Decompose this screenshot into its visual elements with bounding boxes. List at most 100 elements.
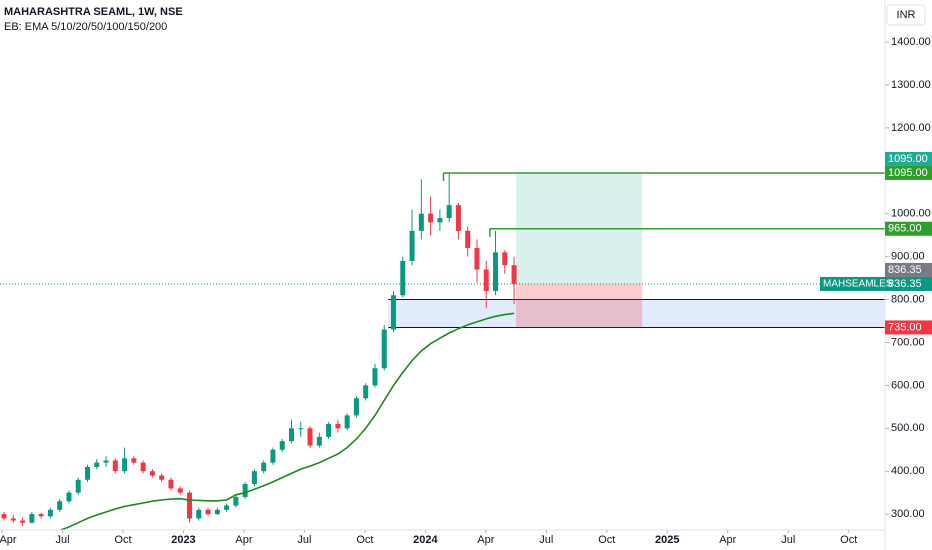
currency[interactable]: INR: [897, 9, 916, 21]
entry-label: 836.35: [888, 264, 922, 276]
x-tick-label: 2023: [171, 534, 195, 546]
candle-body: [224, 505, 230, 510]
candle-body: [363, 385, 369, 399]
y-tick-label: 900.00: [891, 251, 925, 263]
last-price-label-box: [885, 276, 932, 291]
candle-body: [112, 460, 118, 472]
currency-box[interactable]: [886, 4, 926, 26]
candle-body: [66, 492, 72, 502]
candle-body: [38, 514, 44, 517]
position-loss: [516, 283, 643, 328]
y-tick-label: 600.00: [891, 379, 925, 391]
candle-body: [103, 460, 109, 463]
candle-body: [270, 449, 276, 463]
candle-body: [474, 248, 480, 270]
y-tick-label: 700.00: [891, 336, 925, 348]
candle-body: [57, 501, 63, 510]
candle-body: [205, 509, 211, 515]
y-tick-label: 1000.00: [891, 208, 931, 220]
candle-body: [168, 479, 174, 489]
level-label: 1095.00: [888, 167, 928, 179]
candle-body: [289, 428, 295, 442]
candle-body: [94, 462, 100, 467]
candle-body: [10, 518, 16, 521]
demand-zone: [388, 299, 885, 328]
candle-body: [372, 368, 378, 386]
candle-body: [335, 424, 341, 429]
candle-body: [391, 295, 397, 330]
stop-label: 735.00: [888, 321, 922, 333]
candle-body: [140, 462, 146, 472]
candle-body: [511, 265, 517, 284]
candle-body: [122, 458, 128, 472]
level-label: 965.00: [888, 223, 922, 235]
candle-body: [418, 213, 424, 231]
candle-body: [493, 252, 499, 291]
x-tick-label: Jul: [297, 534, 311, 546]
candle-body: [177, 488, 183, 493]
x-tick-label: Apr: [0, 534, 17, 546]
candle-body: [437, 218, 443, 223]
target-label: 1095.00: [888, 153, 928, 165]
candle-body: [159, 475, 165, 480]
candle-body: [214, 509, 220, 515]
candle-body: [381, 329, 387, 369]
candle-body: [261, 462, 267, 472]
candle-body: [196, 509, 202, 519]
candle-body: [279, 441, 285, 450]
candle-body: [502, 252, 508, 266]
y-tick-label: 500.00: [891, 422, 925, 434]
level-label-box: [885, 165, 932, 180]
candle-body: [131, 458, 137, 463]
candle-body: [483, 269, 489, 291]
level-label-box: [885, 221, 932, 236]
candle-body: [409, 230, 415, 261]
candle-body: [344, 415, 350, 429]
candle-body: [29, 514, 35, 523]
target-label-box: [885, 151, 932, 166]
candle-body: [75, 479, 81, 493]
y-tick-label: 800.00: [891, 293, 925, 305]
candle-body: [20, 520, 26, 523]
candle-body: [84, 466, 90, 480]
indicator-label: EB: EMA 5/10/20/50/100/150/200: [4, 21, 167, 33]
y-tick-label: 1200.00: [891, 122, 931, 134]
x-tick-label: 2024: [413, 534, 438, 546]
candle-body: [242, 484, 248, 497]
plot-area: [0, 172, 885, 530]
candle-body: [316, 436, 322, 446]
candle-body: [353, 398, 359, 416]
x-tick-label: Oct: [840, 534, 857, 546]
x-tick-label: Apr: [719, 534, 736, 546]
y-tick-label: 300.00: [891, 508, 925, 520]
candle-body: [251, 471, 257, 485]
y-tick-label: 1400.00: [891, 36, 931, 48]
x-tick-label: Apr: [235, 534, 252, 546]
symbol-box: [820, 276, 885, 291]
x-tick-label: Oct: [598, 534, 615, 546]
x-tick-label: Apr: [477, 534, 494, 546]
x-tick-label: Oct: [114, 534, 131, 546]
candle-body: [326, 424, 332, 437]
x-tick-label: Jul: [781, 534, 795, 546]
chart-title: MAHARASHTRA SEAML, 1W, NSE: [4, 6, 183, 18]
y-tick-label: 1300.00: [891, 79, 931, 91]
candle-body: [446, 205, 452, 219]
candle-body: [455, 205, 461, 231]
x-tick-label: Jul: [539, 534, 553, 546]
candle-body: [149, 471, 155, 476]
candle-body: [400, 260, 406, 296]
ema-line: [59, 312, 515, 530]
x-tick-label: 2025: [655, 534, 679, 546]
x-tick-label: Jul: [55, 534, 69, 546]
candle-body: [307, 428, 313, 446]
candle-body: [298, 428, 304, 430]
candle-body: [1, 514, 7, 519]
candle-body: [233, 496, 239, 506]
x-tick-label: Oct: [356, 534, 373, 546]
y-tick-label: 400.00: [891, 465, 925, 477]
candle-body: [47, 509, 53, 517]
